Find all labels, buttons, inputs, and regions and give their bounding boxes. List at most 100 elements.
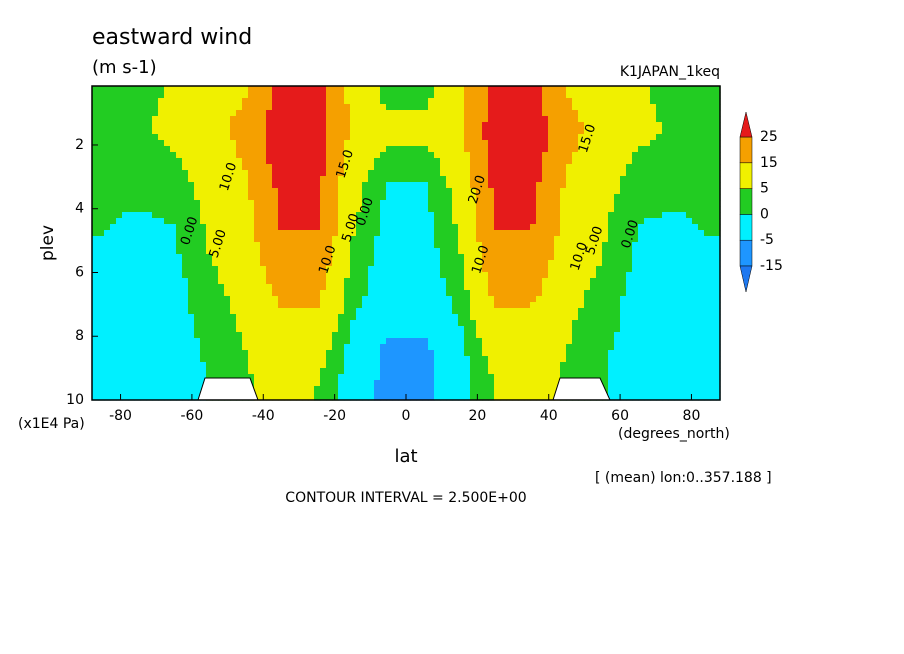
field-cell — [680, 338, 687, 345]
field-cell — [218, 368, 225, 375]
field-cell — [428, 350, 435, 357]
field-cell — [338, 122, 345, 129]
field-cell — [272, 272, 279, 279]
field-cell — [122, 92, 129, 99]
field-cell — [212, 158, 219, 165]
field-cell — [380, 128, 387, 135]
field-cell — [446, 290, 453, 297]
field-cell — [668, 176, 675, 183]
field-cell — [710, 344, 717, 351]
field-cell — [698, 152, 705, 159]
field-cell — [212, 344, 219, 351]
field-cell — [200, 218, 207, 225]
field-cell — [332, 146, 339, 153]
field-cell — [176, 158, 183, 165]
field-cell — [344, 110, 351, 117]
field-cell — [632, 242, 639, 249]
field-cell — [200, 206, 207, 213]
field-cell — [482, 158, 489, 165]
field-cell — [416, 188, 423, 195]
field-cell — [368, 170, 375, 177]
field-cell — [566, 278, 573, 285]
field-cell — [302, 146, 309, 153]
field-cell — [242, 194, 249, 201]
field-cell — [338, 200, 345, 207]
field-cell — [656, 218, 663, 225]
field-cell — [668, 188, 675, 195]
field-cell — [98, 92, 105, 99]
field-cell — [146, 206, 153, 213]
field-cell — [686, 296, 693, 303]
field-cell — [530, 218, 537, 225]
field-cell — [680, 350, 687, 357]
field-cell — [410, 98, 417, 105]
field-cell — [614, 164, 621, 171]
field-cell — [614, 356, 621, 363]
field-cell — [308, 236, 315, 243]
field-cell — [128, 302, 135, 309]
field-cell — [602, 128, 609, 135]
field-cell — [662, 116, 669, 123]
field-cell — [296, 230, 303, 237]
field-cell — [272, 212, 279, 219]
field-cell — [344, 218, 351, 225]
field-cell — [638, 206, 645, 213]
field-cell — [140, 182, 147, 189]
field-cell — [230, 368, 237, 375]
field-cell — [248, 266, 255, 273]
field-cell — [248, 98, 255, 105]
field-cell — [686, 278, 693, 285]
field-cell — [464, 98, 471, 105]
field-cell — [308, 134, 315, 141]
field-cell — [698, 176, 705, 183]
field-cell — [200, 200, 207, 207]
field-cell — [344, 332, 351, 339]
field-cell — [608, 242, 615, 249]
field-cell — [92, 224, 99, 231]
field-cell — [680, 362, 687, 369]
field-cell — [668, 212, 675, 219]
field-cell — [272, 164, 279, 171]
field-cell — [248, 224, 255, 231]
field-cell — [218, 116, 225, 123]
field-cell — [494, 254, 501, 261]
field-cell — [398, 158, 405, 165]
field-cell — [266, 182, 273, 189]
field-cell — [254, 92, 261, 99]
field-cell — [338, 284, 345, 291]
field-cell — [602, 200, 609, 207]
field-cell — [170, 290, 177, 297]
field-cell — [602, 218, 609, 225]
field-cell — [338, 320, 345, 327]
field-cell — [662, 308, 669, 315]
field-cell — [344, 338, 351, 345]
field-cell — [326, 224, 333, 231]
field-cell — [206, 230, 213, 237]
field-cell — [518, 242, 525, 249]
field-cell — [302, 314, 309, 321]
field-cell — [176, 344, 183, 351]
field-cell — [344, 326, 351, 333]
field-cell — [470, 326, 477, 333]
field-cell — [668, 86, 675, 93]
field-cell — [170, 206, 177, 213]
field-cell — [110, 110, 117, 117]
field-cell — [686, 116, 693, 123]
field-cell — [374, 110, 381, 117]
field-cell — [236, 290, 243, 297]
field-cell — [506, 188, 513, 195]
field-cell — [668, 170, 675, 177]
field-cell — [368, 302, 375, 309]
field-cell — [548, 188, 555, 195]
field-cell — [350, 236, 357, 243]
field-cell — [344, 260, 351, 267]
field-cell — [566, 200, 573, 207]
field-cell — [698, 344, 705, 351]
field-cell — [152, 116, 159, 123]
field-cell — [260, 158, 267, 165]
field-cell — [524, 218, 531, 225]
field-cell — [368, 176, 375, 183]
field-cell — [542, 200, 549, 207]
field-cell — [248, 290, 255, 297]
field-cell — [482, 206, 489, 213]
